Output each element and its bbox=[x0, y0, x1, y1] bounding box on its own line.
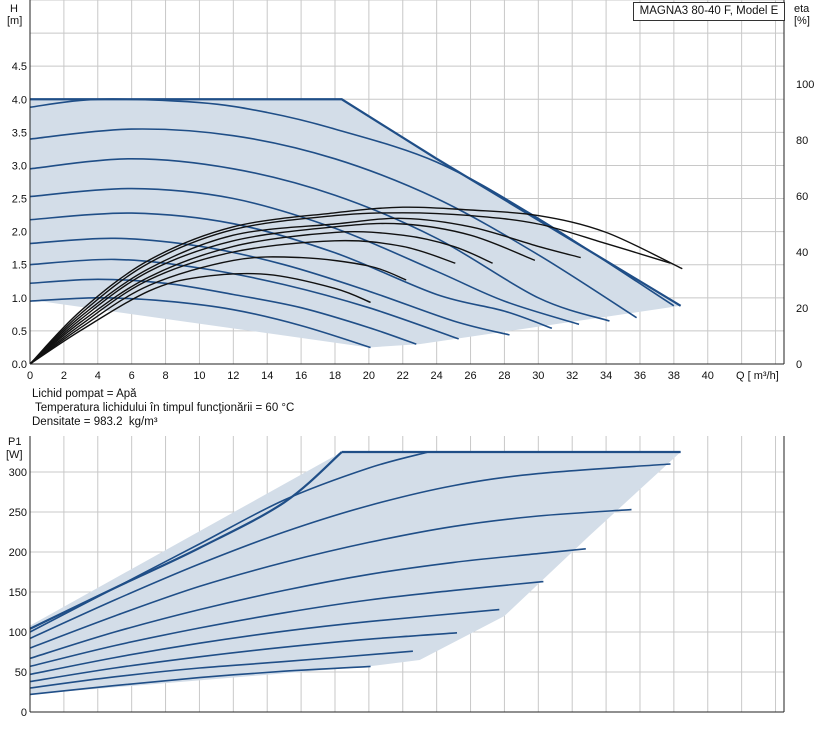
power-curve bbox=[29, 508, 632, 649]
efficiency-curve bbox=[29, 272, 371, 365]
density-note: Densitate = 983.2 kg/m³ bbox=[32, 416, 158, 428]
head-chart-envelope bbox=[30, 99, 681, 348]
x-tick-label: 34 bbox=[600, 370, 612, 382]
x-tick-label: 36 bbox=[634, 370, 646, 382]
y-tick-label: 3.0 bbox=[12, 160, 27, 172]
y-tick-label: 1.5 bbox=[12, 260, 27, 272]
head-axis-label-h: H bbox=[10, 3, 18, 15]
eta-axis-label-unit: [%] bbox=[794, 15, 810, 27]
power-chart-axes: 0 50 100 150 200 250 300 bbox=[9, 436, 785, 719]
efficiency-curve bbox=[29, 212, 671, 365]
model-label: MAGNA3 80-40 F, Model E bbox=[633, 2, 785, 21]
efficiency-series bbox=[29, 206, 683, 365]
y-tick-label: 0.5 bbox=[12, 326, 27, 338]
x-tick-label: 10 bbox=[193, 370, 205, 382]
x-tick-label: 0 bbox=[27, 370, 33, 382]
head-chart-series bbox=[29, 98, 682, 349]
power-curve bbox=[29, 665, 371, 696]
y2-tick-label: 40 bbox=[796, 247, 808, 259]
power-chart-series bbox=[29, 450, 681, 696]
head-curve bbox=[29, 157, 610, 322]
head-curve bbox=[29, 278, 417, 345]
head-chart-axes: 0 2 4 6 8 10 12 14 16 18 20 22 24 26 28 30 32 34 36 38 400.0… bbox=[12, 0, 814, 382]
x-tick-label: 40 bbox=[702, 370, 714, 382]
y-tick-label: 1.0 bbox=[12, 293, 27, 305]
y-tick-label: 0.0 bbox=[12, 359, 27, 371]
eta-axis-label: eta bbox=[794, 3, 810, 15]
efficiency-curve bbox=[29, 239, 456, 365]
flow-axis-label: Q [ m³/h] bbox=[736, 370, 779, 382]
efficiency-curve bbox=[29, 217, 581, 365]
temperature-note: Temperatura lichidului în timpul funcţio… bbox=[32, 402, 295, 414]
head-curve bbox=[29, 237, 510, 336]
x-tick-label: 2 bbox=[61, 370, 67, 382]
fluid-note: Lichid pompat = Apă bbox=[32, 388, 137, 400]
x-tick-label: 22 bbox=[397, 370, 409, 382]
max-power-curve bbox=[29, 451, 343, 630]
operating-envelope bbox=[30, 99, 681, 348]
y-tick-label: 2.0 bbox=[12, 227, 27, 239]
power-envelope bbox=[30, 452, 681, 695]
efficiency-curve bbox=[29, 222, 536, 365]
x-tick-label: 18 bbox=[329, 370, 341, 382]
power-axis-label-unit: [W] bbox=[6, 449, 23, 461]
head-curve bbox=[29, 212, 553, 330]
x-tick-label: 30 bbox=[532, 370, 544, 382]
max-head-curve bbox=[30, 98, 682, 307]
power-y-tick-label: 100 bbox=[9, 627, 27, 639]
head-curve bbox=[29, 296, 371, 349]
y2-tick-label: 60 bbox=[796, 191, 808, 203]
head-curve bbox=[29, 128, 638, 319]
power-y-tick-label: 0 bbox=[21, 707, 27, 719]
power-curve bbox=[29, 463, 671, 640]
head-axis-label-unit: [m] bbox=[7, 15, 22, 27]
x-tick-label: 4 bbox=[95, 370, 101, 382]
x-tick-label: 16 bbox=[295, 370, 307, 382]
y2-tick-label: 100 bbox=[796, 79, 814, 91]
y-tick-label: 4.0 bbox=[12, 94, 27, 106]
head-curve bbox=[29, 258, 459, 340]
power-curve bbox=[29, 650, 413, 689]
efficiency-curve bbox=[29, 206, 683, 365]
power-chart-envelope bbox=[30, 452, 681, 695]
x-tick-label: 8 bbox=[162, 370, 168, 382]
power-curve bbox=[29, 548, 586, 660]
power-curve bbox=[29, 580, 544, 668]
x-tick-label: 26 bbox=[464, 370, 476, 382]
x-tick-label: 14 bbox=[261, 370, 273, 382]
x-tick-label: 38 bbox=[668, 370, 680, 382]
efficiency-curve bbox=[29, 256, 407, 365]
power-axis-label: P1 bbox=[8, 436, 21, 448]
x-tick-label: 12 bbox=[227, 370, 239, 382]
x-tick-label: 20 bbox=[363, 370, 375, 382]
power-curve bbox=[29, 632, 458, 683]
x-tick-label: 24 bbox=[431, 370, 443, 382]
x-tick-label: 32 bbox=[566, 370, 578, 382]
power-y-tick-label: 300 bbox=[9, 467, 27, 479]
y-tick-label: 2.5 bbox=[12, 194, 27, 206]
y-tick-label: 3.5 bbox=[12, 127, 27, 139]
power-curve bbox=[29, 608, 500, 676]
y2-tick-label: 80 bbox=[796, 135, 808, 147]
power-y-tick-label: 250 bbox=[9, 507, 27, 519]
x-tick-label: 6 bbox=[129, 370, 135, 382]
y-tick-label: 4.5 bbox=[12, 61, 27, 73]
power-y-tick-label: 200 bbox=[9, 547, 27, 559]
x-tick-label: 28 bbox=[498, 370, 510, 382]
power-y-tick-label: 50 bbox=[15, 667, 27, 679]
power-y-tick-label: 150 bbox=[9, 587, 27, 599]
y2-tick-label: 20 bbox=[796, 303, 808, 315]
y2-tick-label: 0 bbox=[796, 359, 802, 371]
efficiency-curve bbox=[29, 231, 493, 365]
